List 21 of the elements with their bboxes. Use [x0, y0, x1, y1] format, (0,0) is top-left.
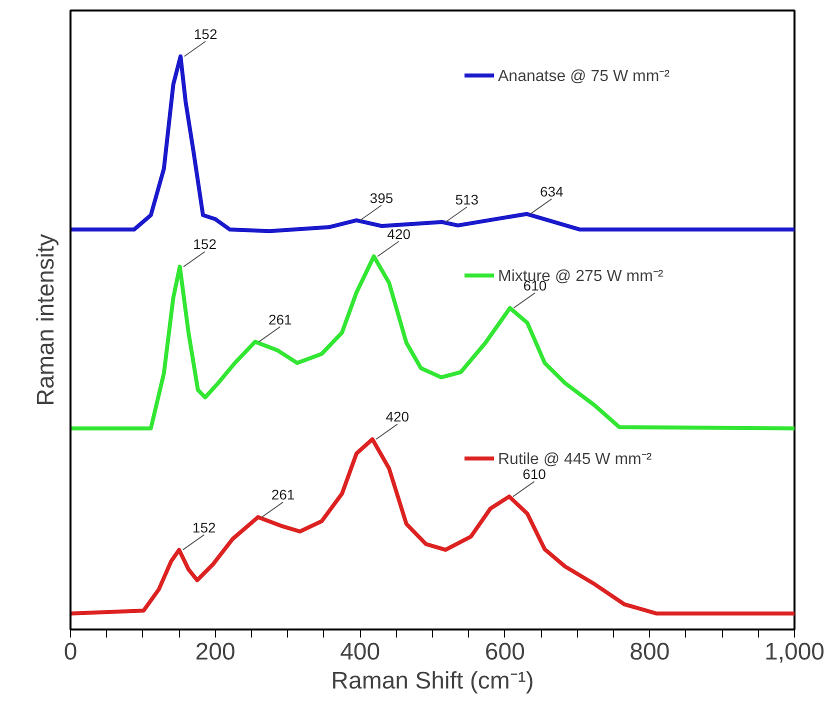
x-tick-label: 200: [195, 638, 236, 666]
annotation: 152: [194, 26, 218, 42]
x-axis-title: Raman Shift (cm⁻¹): [331, 668, 534, 694]
legend-label: Rutile @ 445 W mm⁻²: [498, 450, 652, 469]
annotation: 420: [386, 408, 410, 425]
annotation: 261: [271, 486, 295, 503]
x-tick-label: 600: [484, 638, 525, 666]
annotation: 610: [522, 466, 546, 482]
legend-label: Ananatse @ 75 W mm⁻²: [498, 67, 670, 86]
annotation: 152: [192, 519, 216, 536]
annotation: 261: [268, 311, 292, 328]
annotation: 634: [540, 183, 564, 200]
annotation: 152: [193, 236, 217, 252]
x-tick-label: 800: [630, 638, 670, 666]
y-axis-title: Raman intensity: [32, 234, 60, 406]
x-tick-label: 400: [340, 638, 380, 666]
annotation: 513: [455, 191, 479, 208]
x-tick-label: 0: [64, 638, 78, 666]
annotation: 420: [387, 226, 411, 242]
annotation: 395: [370, 190, 394, 206]
x-tick-label: 1,000: [764, 638, 825, 666]
